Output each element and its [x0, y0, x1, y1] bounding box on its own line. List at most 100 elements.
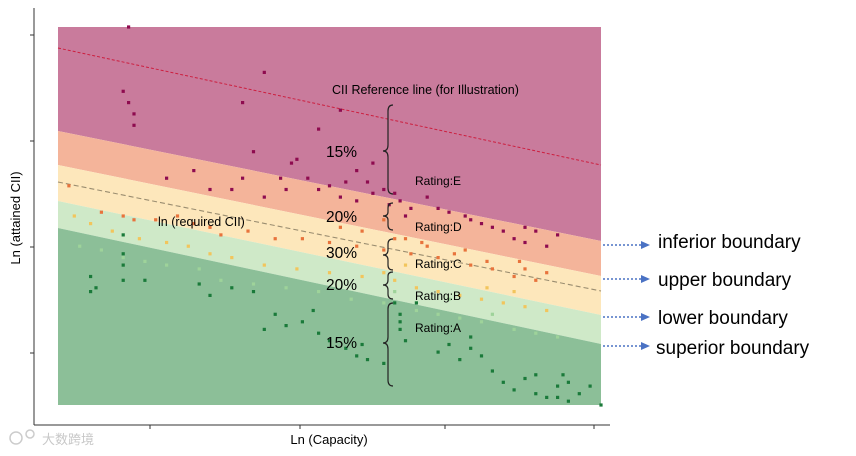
data-point-rating-e — [192, 169, 196, 173]
boundary-callouts: inferior boundary upper boundary lower b… — [603, 232, 810, 359]
data-point-rating-e — [393, 191, 397, 195]
data-point-rating-e — [132, 123, 136, 127]
data-point-rating-e — [262, 70, 266, 74]
data-point-rating-e — [121, 89, 125, 93]
data-point-rating-d — [300, 237, 304, 241]
inferior-boundary-label: inferior boundary — [658, 232, 801, 253]
superior-boundary-label: superior boundary — [656, 338, 810, 359]
data-point-rating-c — [89, 222, 93, 226]
y-axis-title: Ln (attained CII) — [8, 171, 23, 264]
data-point-rating-b — [78, 244, 82, 248]
data-point-rating-b — [349, 297, 353, 301]
data-point-rating-a — [414, 301, 418, 305]
data-point-rating-a — [360, 342, 364, 347]
data-point-rating-c — [458, 293, 462, 297]
annotations: CII Reference line (for Illustration) ln… — [158, 83, 519, 387]
data-point-rating-b — [197, 267, 201, 271]
data-point-rating-e — [463, 214, 467, 218]
percent-label-c: 30% — [326, 245, 357, 262]
data-point-rating-c — [414, 286, 418, 290]
data-point-rating-d — [463, 248, 467, 252]
data-point-rating-a — [89, 290, 93, 294]
data-point-rating-a — [588, 384, 592, 388]
data-point-rating-b — [284, 286, 288, 290]
data-point-rating-a — [344, 346, 348, 350]
band-rating-a — [58, 228, 601, 405]
data-point-rating-e — [208, 187, 212, 192]
required-cii-label: ln (required CII) — [158, 215, 245, 229]
watermark-logo-icon — [25, 429, 35, 439]
data-point-rating-a — [365, 358, 370, 362]
data-point-rating-e — [545, 244, 549, 248]
data-point-rating-c — [545, 308, 549, 313]
data-point-rating-a — [398, 312, 402, 316]
data-point-rating-b — [436, 312, 440, 316]
x-axis-title: Ln (Capacity) — [290, 432, 367, 447]
data-point-rating-d — [512, 274, 516, 279]
data-point-rating-a — [355, 354, 359, 358]
data-point-rating-c — [186, 244, 190, 248]
data-point-rating-b — [382, 301, 386, 305]
band-rating-d — [58, 131, 601, 276]
data-point-rating-a — [512, 388, 516, 392]
data-point-rating-d — [534, 278, 538, 282]
data-point-rating-d — [485, 259, 489, 263]
lower-boundary-label: lower boundary — [658, 308, 788, 329]
data-point-rating-a — [556, 384, 560, 388]
data-point-rating-d — [338, 225, 342, 229]
data-point-rating-b — [534, 331, 538, 335]
data-point-rating-a — [534, 392, 538, 396]
data-point-rating-a — [230, 286, 234, 290]
inferior-boundary-arrowhead — [641, 241, 650, 249]
data-point-rating-a — [479, 354, 484, 358]
data-point-rating-a — [317, 331, 321, 335]
band-rating-e — [58, 27, 601, 241]
data-point-rating-a — [501, 380, 505, 384]
data-point-rating-a — [121, 278, 125, 282]
data-point-rating-e — [262, 195, 266, 199]
data-point-rating-e — [382, 187, 386, 192]
data-point-rating-e — [306, 176, 310, 180]
data-point-rating-a — [490, 369, 494, 373]
data-point-rating-b — [121, 256, 125, 260]
data-point-rating-d — [523, 267, 527, 271]
data-point-rating-e — [344, 180, 348, 184]
data-point-rating-d — [273, 237, 277, 241]
data-point-rating-a — [284, 324, 288, 328]
data-point-rating-e — [409, 206, 413, 210]
percent-label-d: 20% — [326, 209, 357, 226]
data-point-rating-a — [403, 339, 408, 343]
percent-label-a: 15% — [326, 335, 357, 352]
data-point-rating-a — [393, 301, 397, 305]
data-point-rating-b — [317, 290, 321, 294]
data-point-rating-c — [485, 286, 489, 290]
brace-d — [382, 202, 394, 231]
brace-e — [382, 104, 394, 195]
data-point-rating-e — [403, 214, 408, 218]
data-point-rating-e — [534, 229, 538, 233]
data-point-rating-b — [165, 263, 169, 267]
data-point-rating-a — [382, 361, 386, 365]
data-point-rating-a — [398, 327, 402, 331]
brace-b — [382, 271, 394, 300]
cii-reference-line — [57, 47, 602, 166]
data-point-rating-a — [89, 274, 93, 279]
data-point-rating-a — [469, 346, 473, 350]
rating-label-a: Rating:A — [415, 321, 461, 335]
brace-c — [382, 238, 394, 271]
data-point-rating-d — [490, 267, 494, 271]
data-point-rating-d — [382, 248, 386, 252]
data-point-rating-c — [360, 274, 364, 279]
data-point-rating-e — [317, 127, 321, 131]
scatter-points — [67, 25, 603, 407]
data-point-rating-a — [262, 327, 266, 331]
data-point-rating-b — [556, 335, 560, 339]
data-point-rating-e — [338, 195, 342, 199]
data-point-rating-d — [382, 218, 386, 222]
data-point-rating-a — [300, 320, 304, 324]
data-point-rating-c — [436, 290, 440, 294]
data-point-rating-b — [490, 312, 494, 316]
data-point-rating-d — [67, 184, 71, 188]
data-point-rating-b — [512, 327, 516, 331]
data-point-rating-e — [425, 195, 429, 199]
